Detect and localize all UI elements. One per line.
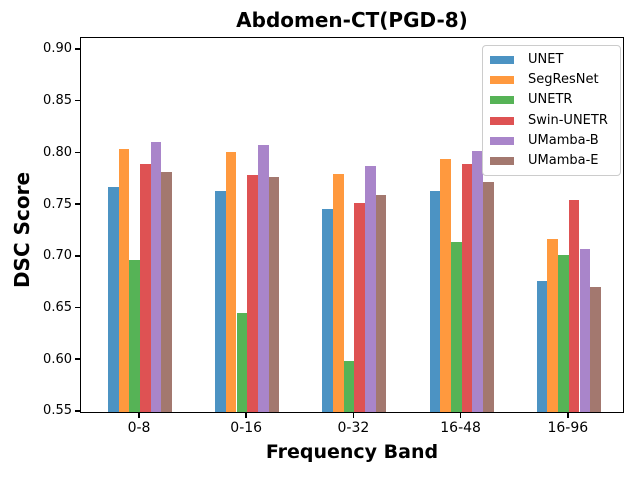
legend-label: Swin-UNETR: [528, 112, 608, 128]
legend-entry-SegResNet: SegResNet: [490, 73, 620, 87]
bar-UNET-16-48: [429, 190, 441, 412]
bar-Swin-UNETR-16-48: [461, 163, 473, 412]
bar-UMamba-E-0-8: [161, 172, 173, 412]
bar-UNET-0-8: [107, 186, 119, 412]
bar-UNET-0-16: [215, 190, 226, 412]
bar-UNETR-16-96: [558, 254, 569, 412]
bar-SegResNet-0-16: [225, 152, 237, 412]
x-tick-label: 16-48: [440, 420, 481, 436]
legend-entry-Swin-UNETR: Swin-UNETR: [490, 112, 620, 128]
legend-swatch-icon: [490, 76, 514, 85]
bar-UMamba-E-0-16: [268, 177, 280, 412]
bar-SegResNet-0-32: [333, 174, 344, 412]
legend-label: UMamba-B: [528, 132, 599, 148]
y-tick-label: 0.80: [43, 144, 72, 160]
x-tick-mark: [459, 413, 462, 418]
y-tick-label: 0.90: [43, 41, 72, 57]
x-axis-label: Frequency Band: [265, 441, 439, 463]
bar-Swin-UNETR-16-96: [568, 200, 580, 412]
bar-UMamba-B-16-96: [579, 248, 591, 412]
y-tick-label: 0.60: [43, 351, 72, 367]
legend-entry-UMamba-B: UMamba-B: [490, 132, 620, 148]
y-tick-mark: [75, 255, 80, 257]
y-tick-mark: [75, 151, 80, 154]
bar-UNET-0-32: [322, 209, 333, 412]
legend: UNET SegResNet UNETR Swin-UNETR UMamba-B UMam…: [482, 45, 621, 176]
bar-UNETR-0-8: [129, 260, 140, 412]
legend-swatch-icon: [490, 96, 514, 105]
x-tick-label: 0-32: [337, 420, 370, 436]
legend-entry-UNET: UNET: [490, 53, 620, 67]
y-tick-mark: [75, 306, 80, 309]
y-tick-mark: [75, 48, 80, 50]
y-tick-mark: [75, 358, 80, 360]
bar-Swin-UNETR-0-16: [247, 175, 258, 412]
bar-UMamba-B-0-32: [365, 165, 376, 412]
bar-SegResNet-16-96: [547, 239, 559, 412]
bar-UNETR-0-32: [343, 361, 355, 412]
legend-label: UNETR: [528, 92, 573, 108]
bar-SegResNet-0-8: [118, 149, 130, 412]
x-tick-mark: [567, 413, 569, 418]
bar-SegResNet-16-48: [440, 158, 451, 412]
x-tick-label: 0-8: [127, 420, 151, 436]
y-tick-label: 0.70: [43, 248, 72, 264]
y-axis-label: DSC Score: [10, 171, 34, 289]
bar-UMamba-B-0-16: [257, 145, 269, 412]
legend-swatch-icon: [490, 56, 514, 65]
x-tick-mark: [352, 413, 355, 418]
bar-UMamba-E-16-48: [483, 182, 494, 412]
bar-UNETR-16-48: [450, 242, 462, 412]
x-tick-mark: [245, 413, 247, 418]
y-tick-mark: [75, 410, 80, 412]
legend-entry-UMamba-E: UMamba-E: [490, 152, 620, 168]
bar-UMamba-B-0-8: [150, 142, 162, 412]
bar-UMamba-E-16-96: [590, 286, 601, 412]
y-tick-label: 0.65: [43, 300, 72, 316]
x-tick-label: 16-96: [547, 420, 589, 436]
bar-UMamba-E-0-32: [375, 194, 387, 412]
legend-swatch-icon: [490, 136, 514, 145]
y-tick-label: 0.85: [43, 93, 72, 109]
y-tick-mark: [75, 99, 80, 102]
legend-label: SegResNet: [528, 72, 599, 88]
bar-UNET-16-96: [536, 280, 548, 412]
y-tick-mark: [75, 203, 80, 205]
legend-label: UMamba-E: [528, 152, 599, 168]
x-tick-label: 0-16: [230, 420, 263, 436]
legend-entry-UNETR: UNETR: [490, 93, 620, 107]
legend-swatch-icon: [490, 156, 514, 165]
bar-Swin-UNETR-0-32: [354, 203, 366, 412]
bar-UMamba-B-16-48: [472, 151, 483, 412]
legend-swatch-icon: [490, 116, 514, 125]
bar-Swin-UNETR-0-8: [140, 163, 151, 412]
bar-UNETR-0-16: [236, 312, 248, 412]
legend-label: UNET: [528, 52, 564, 68]
y-tick-label: 0.75: [43, 196, 72, 212]
y-tick-label: 0.55: [43, 403, 72, 419]
x-tick-mark: [138, 413, 140, 418]
chart-title: Abdomen-CT(PGD-8): [236, 8, 468, 32]
